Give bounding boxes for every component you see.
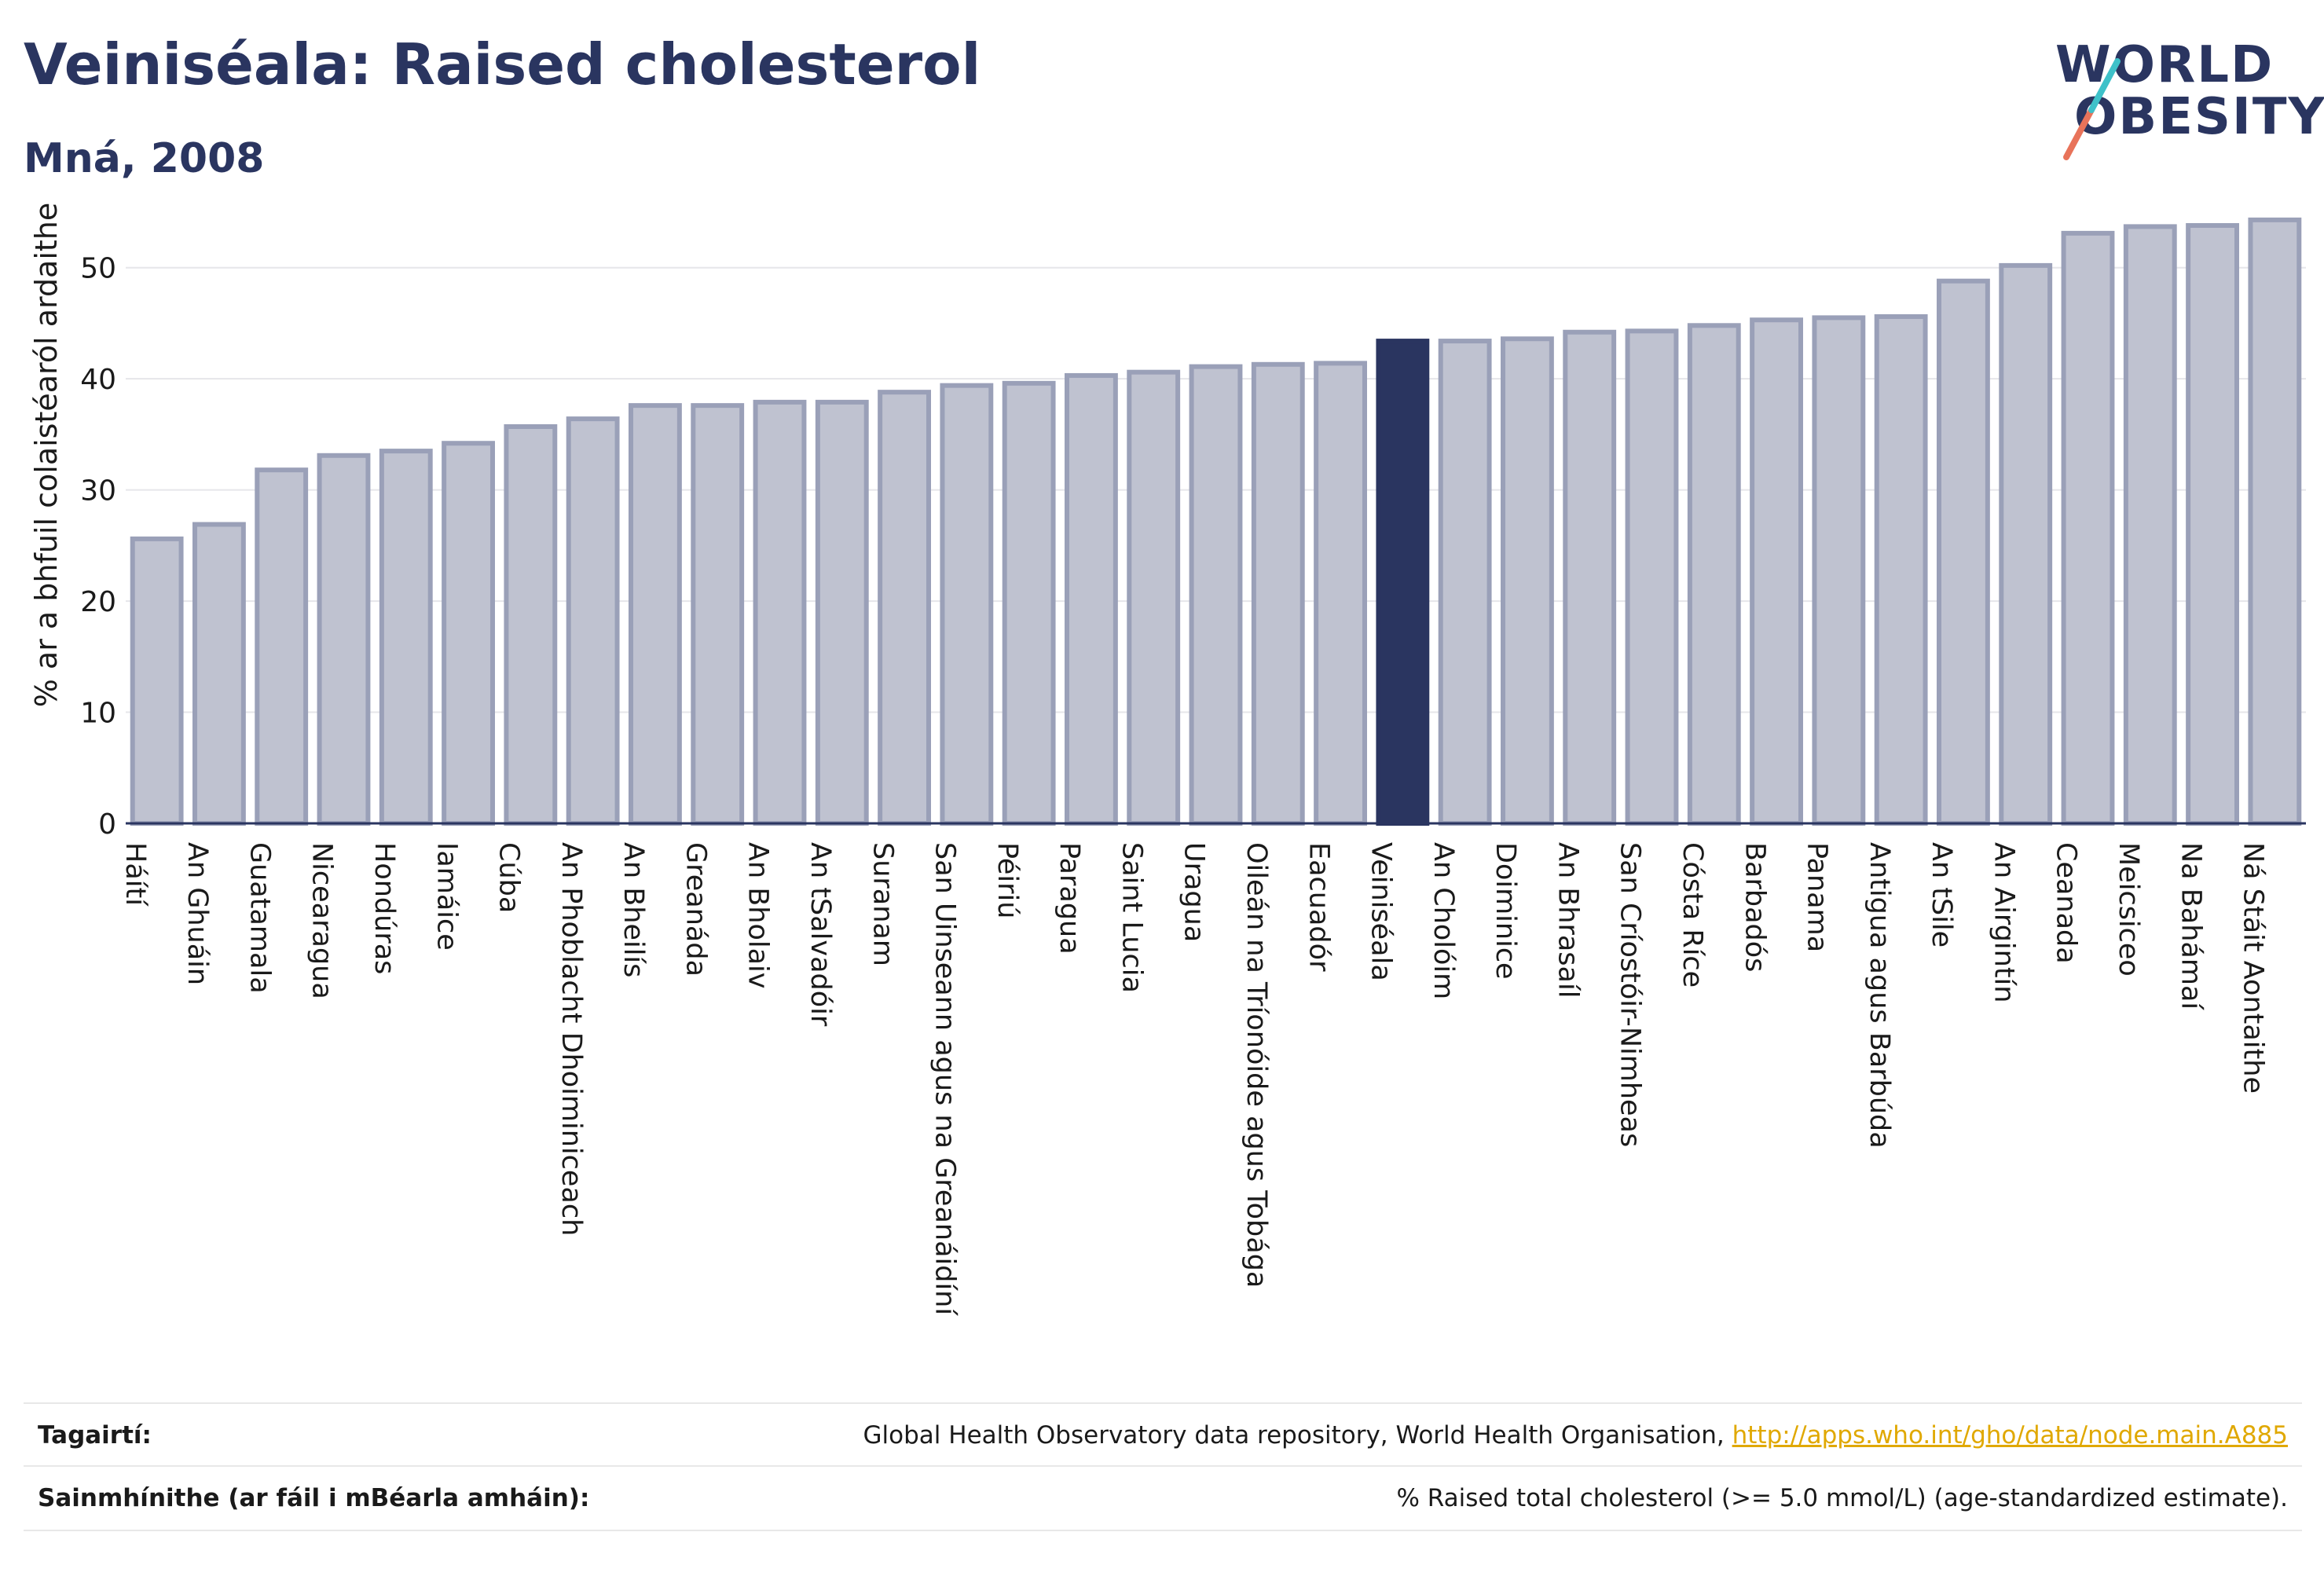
bar-18[interactable] [1251, 361, 1305, 826]
definitions-label: Sainmhínithe (ar fáil i mBéarla amháin): [38, 1484, 590, 1512]
bar-27[interactable] [1812, 315, 1866, 826]
x-tick-label: An Airgintín [1988, 842, 2019, 1002]
bar-25[interactable] [1687, 323, 1741, 826]
bar-7[interactable] [566, 416, 620, 826]
x-tick-label: Nicearagua [306, 842, 338, 999]
bar-5[interactable] [442, 441, 495, 826]
references-text: Global Health Observatory data repositor… [863, 1421, 1732, 1450]
definitions-value: % Raised total cholesterol (>= 5.0 mmol/… [1396, 1484, 2288, 1512]
x-tick-label: Oileán na Tríonóide agus Tobága [1241, 842, 1272, 1288]
bar-3[interactable] [317, 453, 371, 826]
x-tick-label: Iamáice [431, 842, 462, 951]
page-subtitle: Mná, 2008 [24, 135, 265, 182]
x-tick-label: Ceanada [2051, 842, 2082, 964]
x-tick-label: An Phoblacht Dhoiminiceach [555, 842, 587, 1236]
x-tick-label: Péiriú [992, 842, 1023, 918]
x-tick-label: Paragua [1054, 842, 1085, 955]
x-tick-label: An Ghuáin [181, 842, 213, 985]
bar-32[interactable] [2123, 224, 2177, 826]
x-tick-label: An tSalvadóir [805, 842, 836, 1027]
logo-line-1: WORLD [2055, 36, 2275, 94]
definitions-row: Sainmhínithe (ar fáil i mBéarla amháin):… [24, 1465, 2302, 1528]
bar-34[interactable] [2248, 217, 2302, 826]
bar-chart: 0 10 20 30 40 50 Háítí An Ghuáin Guatamala Nicear… [29, 203, 2306, 1317]
bar-16[interactable] [1127, 369, 1181, 826]
bar-8[interactable] [629, 403, 682, 826]
logo-line-2: OBESITY [2074, 88, 2324, 146]
bar-19[interactable] [1314, 361, 1367, 826]
x-tick-label: An Bholaiv [742, 842, 774, 988]
bar-22[interactable] [1501, 336, 1554, 826]
bar-24[interactable] [1625, 328, 1679, 826]
bar-12[interactable] [878, 390, 931, 826]
y-tick-label: 30 [80, 475, 116, 508]
x-tick-label: Doiminice [1490, 842, 1521, 980]
bar-28[interactable] [1874, 313, 1928, 826]
x-tick-label: Barbadós [1739, 842, 1770, 972]
bar-13[interactable] [940, 383, 994, 826]
x-tick-label: Meicsiceo [2113, 842, 2144, 977]
x-tick-label: Cósta Ríce [1677, 842, 1708, 988]
bar-30[interactable] [1999, 262, 2053, 826]
bar-26[interactable] [1750, 317, 1803, 826]
x-tick-label: Saint Lucia [1116, 842, 1147, 993]
x-tick-label: Suranam [867, 842, 898, 966]
logo-slash-icon [2063, 58, 2121, 160]
y-tick-label: 50 [80, 253, 116, 285]
bar-20[interactable] [1376, 339, 1430, 826]
y-axis-label: % ar a bhfuil colaistéaról ardaithe [29, 203, 64, 708]
bar-21[interactable] [1438, 339, 1492, 826]
x-tick-label: Panama [1802, 842, 1833, 952]
y-tick-label: 40 [80, 364, 116, 396]
footer-divider [24, 1530, 2302, 1531]
bar-2[interactable] [255, 467, 309, 826]
x-tick-label: An Cholóim [1428, 842, 1459, 999]
bar-1[interactable] [192, 522, 246, 826]
bar-6[interactable] [504, 424, 558, 826]
tick-labels: 0 10 20 30 40 50 Háítí An Ghuáin Guatamala Nicear… [80, 253, 2268, 1317]
bar-17[interactable] [1189, 364, 1243, 826]
references-row: Tagairtí: Global Health Observatory data… [24, 1402, 2302, 1465]
y-tick-label: 0 [98, 808, 116, 841]
x-tick-label: Eacuadór [1303, 842, 1334, 972]
bar-23[interactable] [1563, 329, 1617, 826]
references-label: Tagairtí: [38, 1421, 152, 1450]
bar-31[interactable] [2061, 230, 2115, 826]
bar-14[interactable] [1002, 380, 1056, 826]
x-tick-label: An tSile [1926, 842, 1957, 947]
x-tick-label: Antigua agus Barbúda [1864, 842, 1895, 1149]
x-tick-label: Na Bahámaí [2175, 842, 2206, 1010]
x-tick-label: San Uinseann agus na Greanáidíní [929, 842, 961, 1316]
x-tick-label: An Bhrasaíl [1552, 842, 1583, 998]
x-tick-label: San Críostóir-Nimheas [1615, 842, 1646, 1147]
x-tick-label: Háítí [119, 842, 151, 907]
bar-10[interactable] [753, 399, 807, 826]
x-tick-label: Ná Stáit Aontaithe [2238, 842, 2269, 1094]
references-link[interactable]: http://apps.who.int/gho/data/node.main.A… [1732, 1421, 2288, 1450]
x-tick-label: Uragua [1178, 842, 1210, 942]
x-tick-label: Greanáda [680, 842, 711, 977]
bar-4[interactable] [379, 449, 433, 826]
y-tick-label: 10 [80, 698, 116, 730]
x-tick-label: Veiniséala [1365, 842, 1397, 981]
world-obesity-logo[interactable]: WORLD OBESITY [2043, 31, 2324, 173]
bar-0[interactable] [130, 536, 184, 826]
x-tick-label: Cúba [493, 842, 525, 913]
bar-33[interactable] [2186, 222, 2239, 826]
bar-9[interactable] [691, 403, 745, 826]
bars [130, 217, 2302, 826]
x-tick-label: Hondúras [368, 842, 400, 974]
bar-11[interactable] [815, 399, 869, 826]
page-title: Veiniséala: Raised cholesterol [24, 31, 981, 97]
bar-29[interactable] [1937, 278, 1990, 826]
bar-15[interactable] [1065, 372, 1118, 826]
y-tick-label: 20 [80, 586, 116, 618]
references-value: Global Health Observatory data repositor… [863, 1421, 2288, 1450]
x-tick-label: Guatamala [244, 842, 275, 994]
x-tick-label: An Bheilís [618, 842, 649, 977]
